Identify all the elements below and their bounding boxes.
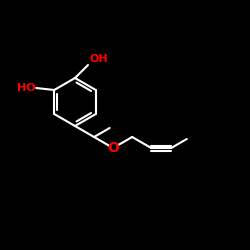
Text: HO: HO: [16, 83, 35, 93]
Text: O: O: [107, 141, 119, 155]
Text: OH: OH: [89, 54, 108, 64]
